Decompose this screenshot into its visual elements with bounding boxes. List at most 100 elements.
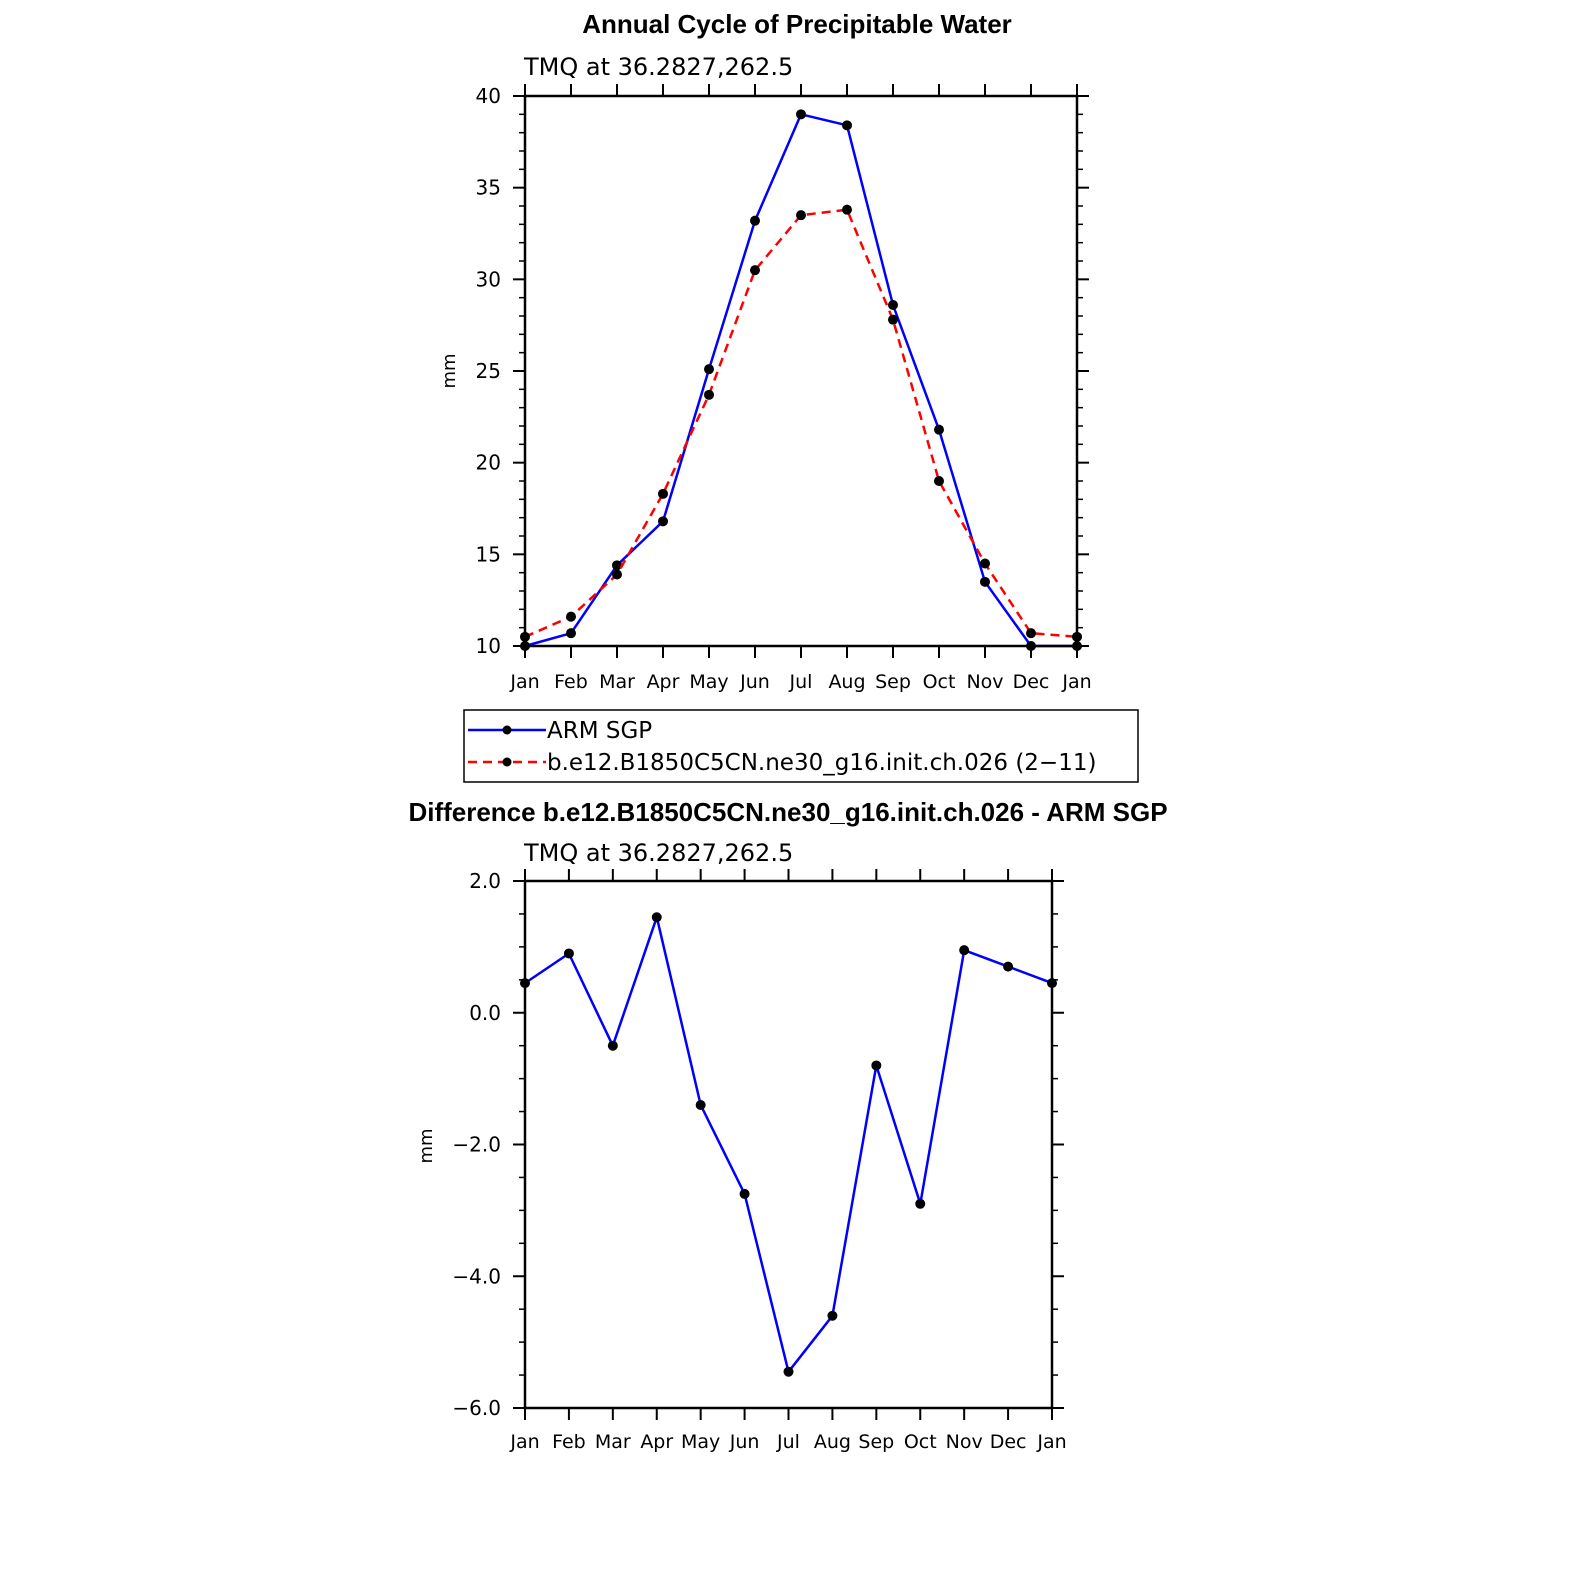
data-point (750, 215, 760, 226)
data-point (827, 1310, 838, 1321)
x-tick-label: Mar (599, 671, 635, 693)
legend: ARM SGP b.e12.B1850C5CN.ne30_g16.init.ch… (463, 709, 1139, 783)
y-tick-label: 40 (476, 84, 501, 108)
y-axis-label: mm (439, 353, 460, 388)
data-point (658, 516, 668, 527)
data-point (612, 569, 622, 580)
y-tick-labels: −6.0 −4.0 −2.0 0.0 2.0 (452, 869, 501, 1420)
x-tick-label: Jan (1061, 671, 1091, 693)
data-point (566, 611, 576, 622)
x-tick-label: Jun (739, 671, 770, 693)
x-tick-label: Nov (946, 1431, 983, 1453)
data-point (888, 300, 898, 310)
chart-title: Difference b.e12.B1850C5CN.ne30_g16.init… (408, 797, 1167, 827)
data-point (796, 210, 806, 221)
data-point (959, 945, 970, 956)
series-lines (520, 912, 1057, 1377)
plot-frame (523, 879, 1054, 1410)
data-point (934, 424, 944, 435)
data-point (704, 364, 714, 375)
chart-subtitle: TMQ at 36.2827,262.5 (523, 53, 793, 81)
y-axis-label: mm (416, 1128, 437, 1163)
data-point (750, 265, 760, 276)
legend-marker-model (502, 757, 512, 767)
plot-frame (523, 94, 1079, 648)
y-tick-label: 0.0 (469, 1001, 501, 1025)
series-line-0 (524, 113, 1077, 648)
x-tick-label: Jul (776, 1431, 800, 1453)
series-line-0 (524, 915, 1053, 1374)
x-tick-label: Feb (554, 671, 588, 693)
x-tick-label: Oct (923, 671, 956, 693)
series-lines (520, 109, 1082, 651)
data-point (783, 1366, 794, 1377)
data-point (871, 1060, 882, 1071)
data-point (739, 1188, 750, 1199)
data-point (888, 314, 898, 325)
data-point (695, 1099, 706, 1110)
series-line-1 (524, 208, 1078, 639)
x-tick-label: Jun (729, 1431, 760, 1453)
x-tick-label: Apr (647, 671, 680, 693)
data-point (1003, 961, 1014, 972)
x-tick-label: May (689, 671, 728, 693)
x-tick-label: Aug (828, 671, 865, 693)
legend-entry-arm-sgp: ARM SGP (468, 718, 652, 744)
legend-label-model: b.e12.B1850C5CN.ne30_g16.init.ch.026 (2−… (547, 750, 1096, 776)
data-point (980, 576, 990, 587)
data-point (607, 1040, 618, 1051)
x-tick-label: Sep (858, 1431, 894, 1453)
x-tick-label: Dec (990, 1431, 1027, 1453)
legend-marker-arm-sgp (502, 725, 512, 735)
y-tick-label: −2.0 (452, 1133, 501, 1157)
legend-entry-model: b.e12.B1850C5CN.ne30_g16.init.ch.026 (2−… (468, 750, 1096, 776)
legend-box (463, 709, 1139, 783)
x-tick-label: Jan (1036, 1431, 1066, 1453)
chart-subtitle: TMQ at 36.2827,262.5 (523, 839, 793, 867)
x-tick-label: May (681, 1431, 720, 1453)
annual-cycle-chart: Annual Cycle of Precipitable Water TMQ a… (439, 9, 1092, 693)
y-tick-labels: 10 15 20 25 30 35 40 (476, 84, 501, 658)
y-tick-label: 35 (476, 176, 501, 200)
x-tick-label: Feb (552, 1431, 586, 1453)
data-point (796, 109, 806, 120)
y-tick-label: 20 (476, 451, 501, 475)
y-tick-label: 25 (476, 359, 501, 383)
x-tick-label: Dec (1013, 671, 1050, 693)
x-tick-label: Apr (640, 1431, 673, 1453)
chart-title: Annual Cycle of Precipitable Water (582, 9, 1012, 39)
data-point (1026, 628, 1036, 639)
data-point (612, 560, 622, 571)
x-tick-label: Aug (814, 1431, 851, 1453)
x-tick-label: Jul (789, 671, 813, 693)
data-point (915, 1198, 926, 1209)
tick-marks (513, 84, 1089, 658)
data-point (651, 912, 662, 923)
y-tick-label: 30 (476, 267, 501, 291)
x-tick-label: Mar (595, 1431, 631, 1453)
data-point (658, 488, 668, 499)
x-tick-label: Jan (509, 671, 539, 693)
y-tick-label: −6.0 (452, 1396, 501, 1420)
x-tick-labels: Jan Feb Mar Apr May Jun Jul Aug Sep Oct Nov Dec Jan (509, 671, 1091, 693)
data-point (842, 204, 852, 215)
legend-label-arm-sgp: ARM SGP (547, 718, 652, 744)
x-tick-label: Jan (509, 1431, 539, 1453)
data-point (566, 628, 576, 639)
data-point (704, 389, 714, 400)
y-tick-label: 15 (476, 542, 501, 566)
data-point (980, 558, 990, 569)
y-tick-label: −4.0 (452, 1264, 501, 1288)
x-tick-label: Nov (966, 671, 1003, 693)
y-tick-label: 2.0 (469, 869, 501, 893)
tick-marks (513, 869, 1064, 1420)
data-point (842, 120, 852, 131)
data-point (563, 948, 574, 959)
difference-chart: Difference b.e12.B1850C5CN.ne30_g16.init… (408, 797, 1167, 1453)
x-tick-label: Oct (904, 1431, 937, 1453)
y-tick-label: 10 (476, 634, 501, 658)
x-tick-label: Sep (875, 671, 911, 693)
data-point (934, 476, 944, 486)
x-tick-labels: Jan Feb Mar Apr May Jun Jul Aug Sep Oct Nov Dec Jan (509, 1431, 1066, 1453)
